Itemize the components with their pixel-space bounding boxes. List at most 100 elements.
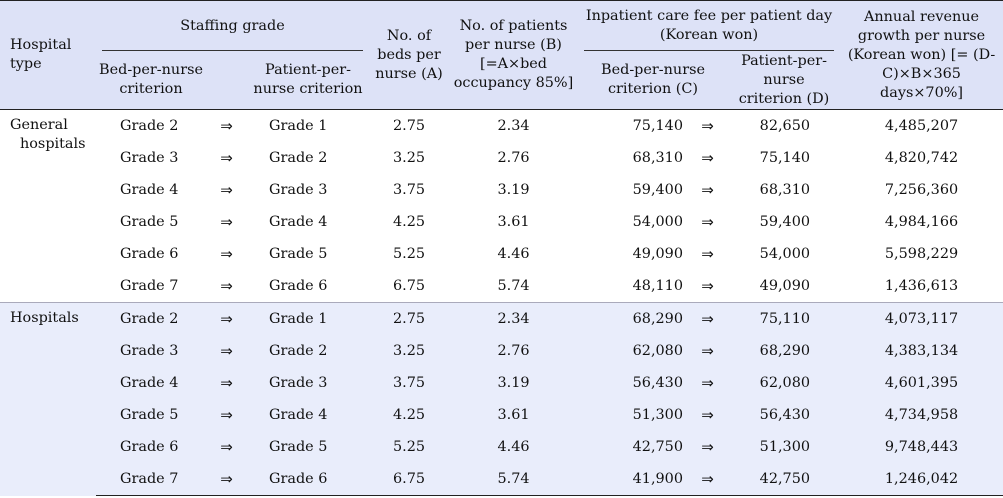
fee-arrow-icon: ⇒	[687, 431, 728, 463]
fee-c-value: 54,000	[578, 206, 687, 238]
annual-revenue-value: 4,383,134	[840, 335, 1003, 367]
fee-arrow-icon: ⇒	[687, 174, 728, 206]
patient-criterion-grade: Grade 6	[247, 463, 369, 496]
beds-per-nurse-value: 6.75	[369, 463, 449, 496]
grade-arrow-icon: ⇒	[206, 174, 247, 206]
patient-criterion-grade: Grade 1	[247, 109, 369, 142]
fee-d-value: 42,750	[728, 463, 841, 496]
hospital-type-header: Hospital type	[0, 0, 96, 110]
fee-arrow-icon: ⇒	[687, 109, 728, 142]
table-row: Grade 6 ⇒ Grade 5 5.25 4.46 49,090 ⇒ 54,000 5,59…	[0, 238, 1003, 270]
patients-per-nurse-value: 2.34	[449, 109, 578, 142]
patient-criterion-grade: Grade 3	[247, 367, 369, 399]
bed-criterion-grade: Grade 2	[96, 109, 206, 142]
patients-per-nurse-value: 4.46	[449, 431, 578, 463]
annual-revenue-header: Annual revenue growth per nurse (Korean …	[840, 0, 1003, 110]
bed-criterion-grade: Grade 4	[96, 174, 206, 206]
beds-per-nurse-value: 2.75	[369, 302, 449, 335]
fee-d-value: 51,300	[728, 431, 841, 463]
beds-per-nurse-value: 2.75	[369, 109, 449, 142]
fee-c-value: 41,900	[578, 463, 687, 496]
bed-criterion-grade: Grade 3	[96, 335, 206, 367]
annual-revenue-value: 1,246,042	[840, 463, 1003, 496]
hospital-type-line2: hospitals	[20, 136, 86, 152]
fee-d-value: 75,110	[728, 302, 841, 335]
patient-criterion-grade: Grade 6	[247, 270, 369, 303]
staffing-arrow-header-spacer	[206, 51, 247, 110]
annual-revenue-value: 5,598,229	[840, 238, 1003, 270]
patients-per-nurse-value: 3.61	[449, 206, 578, 238]
fee-c-value: 68,310	[578, 142, 687, 174]
grade-arrow-icon: ⇒	[206, 367, 247, 399]
patients-per-nurse-value: 3.19	[449, 367, 578, 399]
bed-criterion-grade: Grade 5	[96, 399, 206, 431]
hospital-type-line1: Hospitals	[10, 310, 79, 326]
table-header: Hospital type Staffing grade No. of beds…	[0, 0, 1003, 110]
fee-c-value: 68,290	[578, 302, 687, 335]
annual-revenue-value: 7,256,360	[840, 174, 1003, 206]
fee-c-value: 42,750	[578, 431, 687, 463]
fee-arrow-icon: ⇒	[687, 335, 728, 367]
patient-criterion-grade: Grade 2	[247, 142, 369, 174]
grade-arrow-icon: ⇒	[206, 142, 247, 174]
grade-arrow-icon: ⇒	[206, 463, 247, 496]
hospital-type-cell: General hospitals	[0, 109, 96, 303]
patients-per-nurse-header: No. of patients per nurse (B) [=A×bed oc…	[449, 0, 578, 110]
table-row: Grade 3 ⇒ Grade 2 3.25 2.76 62,080 ⇒ 68,290 4,38…	[0, 335, 1003, 367]
grade-arrow-icon: ⇒	[206, 302, 247, 335]
patient-criterion-grade: Grade 2	[247, 335, 369, 367]
fee-arrow-icon: ⇒	[687, 302, 728, 335]
annual-revenue-value: 1,436,613	[840, 270, 1003, 303]
patients-per-nurse-value: 5.74	[449, 270, 578, 303]
annual-revenue-value: 4,984,166	[840, 206, 1003, 238]
bed-criterion-grade: Grade 6	[96, 238, 206, 270]
table-row: Grade 4 ⇒ Grade 3 3.75 3.19 56,430 ⇒ 62,080 4,60…	[0, 367, 1003, 399]
bed-criterion-grade: Grade 6	[96, 431, 206, 463]
fee-d-value: 68,310	[728, 174, 841, 206]
fee-d-value: 62,080	[728, 367, 841, 399]
patient-criterion-grade: Grade 5	[247, 238, 369, 270]
fee-d-value: 59,400	[728, 206, 841, 238]
patient-criterion-grade: Grade 4	[247, 206, 369, 238]
beds-per-nurse-value: 3.25	[369, 335, 449, 367]
beds-per-nurse-value: 5.25	[369, 238, 449, 270]
fee-arrow-icon: ⇒	[687, 206, 728, 238]
beds-per-nurse-value: 3.75	[369, 367, 449, 399]
fee-d-value: 49,090	[728, 270, 841, 303]
beds-per-nurse-value: 6.75	[369, 270, 449, 303]
beds-per-nurse-value: 4.25	[369, 399, 449, 431]
beds-per-nurse-header: No. of beds per nurse (A)	[369, 0, 449, 110]
table-row: Grade 5 ⇒ Grade 4 4.25 3.61 54,000 ⇒ 59,400 4,98…	[0, 206, 1003, 238]
fee-c-value: 59,400	[578, 174, 687, 206]
patient-criterion-grade: Grade 4	[247, 399, 369, 431]
fee-patient-criterion-header: Patient-per-nurse criterion (D)	[728, 51, 841, 110]
fee-c-value: 56,430	[578, 367, 687, 399]
hospitals-group: Hospitals Grade 2 ⇒ Grade 1 2.75 2.34 68,290 ⇒ 7…	[0, 302, 1003, 496]
grade-arrow-icon: ⇒	[206, 431, 247, 463]
grade-arrow-icon: ⇒	[206, 270, 247, 303]
patients-per-nurse-value: 3.61	[449, 399, 578, 431]
table-row: Grade 3 ⇒ Grade 2 3.25 2.76 68,310 ⇒ 75,140 4,82…	[0, 142, 1003, 174]
grade-arrow-icon: ⇒	[206, 109, 247, 142]
bed-criterion-grade: Grade 7	[96, 270, 206, 303]
beds-per-nurse-value: 5.25	[369, 431, 449, 463]
table-row: Grade 5 ⇒ Grade 4 4.25 3.61 51,300 ⇒ 56,430 4,73…	[0, 399, 1003, 431]
patients-per-nurse-value: 3.19	[449, 174, 578, 206]
fee-arrow-icon: ⇒	[687, 270, 728, 303]
grade-arrow-icon: ⇒	[206, 335, 247, 367]
table-row: Hospitals Grade 2 ⇒ Grade 1 2.75 2.34 68,290 ⇒ 7…	[0, 302, 1003, 496]
patient-criterion-grade: Grade 1	[247, 302, 369, 335]
annual-revenue-value: 4,734,958	[840, 399, 1003, 431]
hospital-type-cell: Hospitals	[0, 302, 96, 496]
beds-per-nurse-value: 3.25	[369, 142, 449, 174]
patients-per-nurse-value: 2.76	[449, 142, 578, 174]
patient-criterion-grade: Grade 3	[247, 174, 369, 206]
general-hospitals-group: General hospitals Grade 2 ⇒ Grade 1 2.75 2.34 7…	[0, 109, 1003, 303]
fee-d-value: 75,140	[728, 142, 841, 174]
fee-arrow-icon: ⇒	[687, 399, 728, 431]
grade-arrow-icon: ⇒	[206, 399, 247, 431]
table-row: Grade 6 ⇒ Grade 5 5.25 4.46 42,750 ⇒ 51,300 9,74…	[0, 431, 1003, 463]
table-row: Grade 7 ⇒ Grade 6 6.75 5.74 48,110 ⇒ 49,090 1,43…	[0, 270, 1003, 303]
